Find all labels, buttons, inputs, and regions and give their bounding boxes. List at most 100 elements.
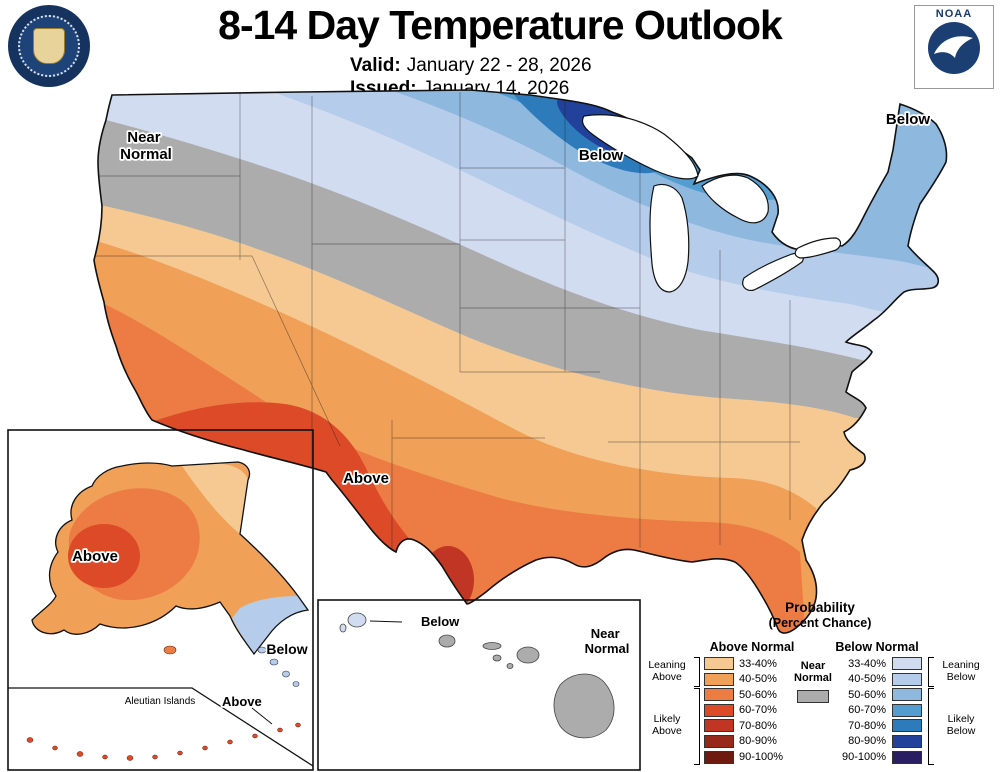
- legend-row-below-40-50: 40-50%: [838, 672, 922, 686]
- range-label: 70-80%: [848, 719, 886, 732]
- swatch-above-90-100: [704, 750, 734, 764]
- noaa-bird-icon: [928, 22, 980, 74]
- great-lakes: [581, 114, 842, 293]
- swatch-below-33-40: [892, 657, 922, 670]
- lake-superior: [581, 114, 699, 180]
- swatch-below-90-100: [892, 750, 922, 764]
- legend-row-below-70-80: 70-80%: [838, 719, 922, 733]
- conus-outline: [93, 89, 948, 634]
- aleutian-pointer-line: [251, 707, 273, 725]
- swatch-above-60-70: [704, 703, 734, 717]
- hawaii-below-islands: [339, 612, 367, 633]
- hawaii-below-pointer-line: [369, 620, 403, 623]
- swatch-above-33-40: [704, 657, 734, 670]
- legend-below-header: Below Normal: [835, 640, 919, 654]
- near-normal-line2: Normal: [794, 672, 832, 684]
- range-label: 33-40%: [848, 657, 886, 670]
- label-alaska-below: Below: [266, 641, 307, 657]
- alaska-panhandle-islands: [257, 646, 300, 687]
- swatch-above-70-80: [704, 719, 734, 733]
- valid-value: January 22 - 28, 2026: [406, 55, 592, 76]
- legend-row-above-90-100: 90-100%: [704, 750, 783, 764]
- hawaii-near-normal-islands: [438, 634, 615, 739]
- range-label: 80-90%: [848, 735, 886, 748]
- dept-of-commerce-shield: [33, 28, 65, 64]
- swatch-above-80-90: [704, 734, 734, 748]
- label-likely-above: Likely Above: [652, 713, 682, 737]
- legend-below-column: 33-40% 40-50% 50-60% 60-70% 70-80% 80-90…: [838, 657, 922, 766]
- label-near-normal-northwest: Near Normal: [120, 129, 172, 163]
- range-label: 80-90%: [739, 735, 777, 748]
- label-alaska-above: Above: [72, 548, 118, 565]
- legend-row-below-50-60: 50-60%: [838, 688, 922, 702]
- legend-row-below-60-70: 60-70%: [838, 703, 922, 717]
- lake-huron: [701, 174, 769, 224]
- valid-label: Valid:: [350, 55, 401, 76]
- page-title: 8-14 Day Temperature Outlook: [218, 2, 783, 48]
- swatch-above-40-50: [704, 672, 734, 686]
- alaska-panhandle-below: [232, 596, 308, 654]
- bracket-likely-above: [694, 688, 700, 765]
- legend-above-header: Above Normal: [709, 640, 795, 654]
- legend-row-above-60-70: 60-70%: [704, 703, 783, 717]
- legend-title: Probability: [785, 600, 855, 615]
- legend-subtitle: (Percent Chance): [768, 616, 872, 630]
- label-leaning-above: Leaning Above: [648, 659, 686, 683]
- label-aleutian-islands: Aleutian Islands: [125, 696, 196, 707]
- label-hawaii-near-normal: Near Normal: [585, 626, 630, 656]
- range-label: 70-80%: [739, 719, 777, 732]
- bracket-leaning-below: [928, 657, 934, 687]
- probability-legend: Probability (Percent Chance) Above Norma…: [642, 600, 998, 772]
- legend-row-above-40-50: 40-50%: [704, 672, 783, 686]
- aleutian-panel-divider: [8, 687, 314, 767]
- range-label: 50-60%: [848, 688, 886, 701]
- range-label: 60-70%: [739, 704, 777, 717]
- legend-above-column: 33-40% 40-50% 50-60% 60-70% 70-80% 80-90…: [704, 657, 783, 766]
- swatch-below-40-50: [892, 672, 922, 686]
- alaska-band-33-40: [182, 462, 248, 534]
- label-below-northeast: Below: [886, 111, 931, 128]
- alaska-inset-box: [7, 429, 314, 771]
- label-above-south: Above: [343, 470, 389, 487]
- label-likely-below: Likely Below: [946, 713, 976, 737]
- legend-near-normal-label: Near Normal: [792, 660, 834, 684]
- swatch-above-50-60: [704, 688, 734, 702]
- dept-of-commerce-seal-icon: [8, 5, 90, 87]
- legend-row-below-33-40: 33-40%: [838, 657, 922, 670]
- legend-row-above-50-60: 50-60%: [704, 688, 783, 702]
- aleutian-islands-chain: [26, 722, 301, 761]
- hawaii-inset-box: [317, 599, 641, 771]
- noaa-logo: NOAA: [914, 5, 994, 89]
- label-leaning-below: Leaning Below: [942, 659, 980, 683]
- alaska-outline: [31, 461, 310, 656]
- valid-line: Valid: January 22 - 28, 2026: [350, 54, 650, 77]
- kodiak-island: [163, 645, 177, 655]
- dept-of-commerce-seal-inner: [18, 15, 80, 77]
- legend-row-below-80-90: 80-90%: [838, 734, 922, 748]
- noaa-logo-text: NOAA: [935, 8, 973, 20]
- near-normal-line1: Near: [800, 660, 826, 672]
- alaska-band-60-70: [68, 524, 140, 588]
- legend-row-above-80-90: 80-90%: [704, 734, 783, 748]
- label-aleutian-above: Above: [222, 694, 262, 709]
- legend-row-below-90-100: 90-100%: [838, 750, 922, 764]
- range-label: 50-60%: [739, 688, 777, 701]
- label-hawaii-below: Below: [421, 614, 460, 629]
- range-label: 60-70%: [848, 704, 886, 717]
- swatch-below-60-70: [892, 703, 922, 717]
- swatch-below-80-90: [892, 734, 922, 748]
- alaska-bands: [32, 462, 308, 654]
- range-label: 40-50%: [739, 673, 777, 686]
- range-label: 40-50%: [848, 673, 886, 686]
- lake-ontario: [794, 237, 842, 259]
- bracket-leaning-above: [694, 657, 700, 687]
- range-label: 33-40%: [739, 657, 777, 670]
- legend-row-above-33-40: 33-40%: [704, 657, 783, 670]
- swatch-below-70-80: [892, 719, 922, 733]
- lake-michigan: [649, 183, 690, 293]
- swatch-below-50-60: [892, 688, 922, 702]
- lake-erie: [742, 252, 804, 291]
- legend-row-above-70-80: 70-80%: [704, 719, 783, 733]
